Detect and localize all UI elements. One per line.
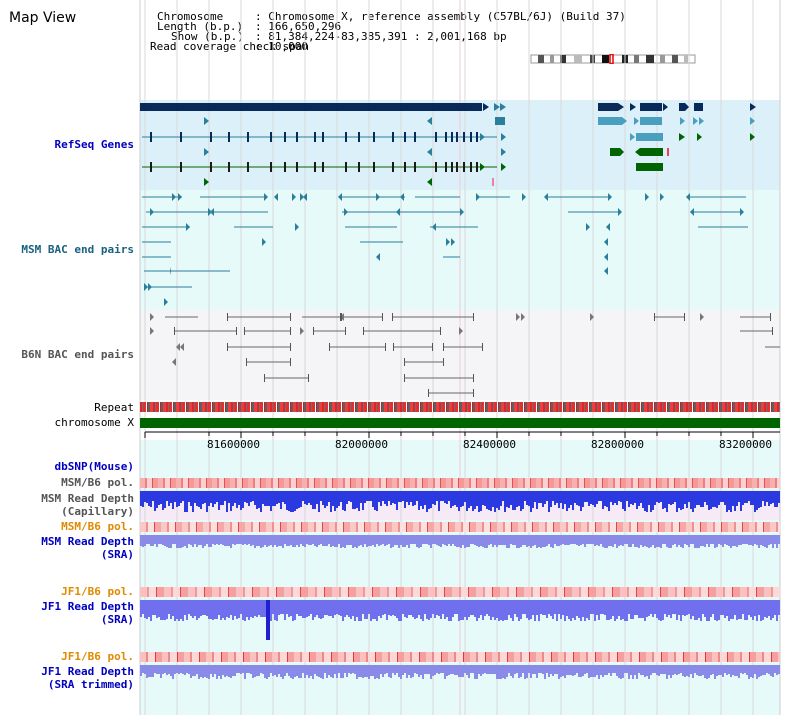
axis-tick-label: 82000000 <box>335 438 388 451</box>
jf1-b6-pol-strip[interactable] <box>140 587 780 597</box>
track-label-chromosome[interactable]: chromosome X <box>54 416 134 429</box>
track-label-jf1-b6-pol-1[interactable]: JF1/B6 pol. <box>61 585 134 598</box>
track-label-b6n-bac[interactable]: B6N BAC end pairs <box>21 348 134 361</box>
msm-b6-pol-strip-2[interactable] <box>140 522 780 532</box>
axis-tick-label: 82400000 <box>463 438 516 451</box>
track-label-msm-rd-sra-1[interactable]: MSM Read Depth <box>41 535 134 548</box>
track-label-msm-b6-pol-2[interactable]: MSM/B6 pol. <box>61 520 134 533</box>
track-label-jf1-rd-sra-2[interactable]: (SRA) <box>100 613 134 626</box>
track-label-msm-rd-cap-2[interactable]: (Capillary) <box>61 505 134 518</box>
track-label-msm-bac[interactable]: MSM BAC end pairs <box>21 243 134 256</box>
chromosome-value: : Chromosome X, reference assembly (C57B… <box>255 10 626 23</box>
axis-tick-label: 81600000 <box>207 438 260 451</box>
chromosome-bar[interactable] <box>140 418 780 428</box>
track-label-jf1-rd-trim-1[interactable]: JF1 Read Depth <box>41 665 134 678</box>
track-label-msm-rd-sra-2[interactable]: (SRA) <box>100 548 134 561</box>
coverage-value: : 10,000 <box>255 40 308 53</box>
track-label-msm-rd-cap-1[interactable]: MSM Read Depth <box>41 492 134 505</box>
track-label-jf1-rd-sra-1[interactable]: JF1 Read Depth <box>41 600 134 613</box>
axis-tick-label: 83200000 <box>719 438 772 451</box>
show-label: Show (b.p.) <box>171 30 244 43</box>
coverage-label: Read coverage check span <box>150 40 309 53</box>
track-label-repeat[interactable]: Repeat <box>94 401 134 414</box>
track-label-dbsnp[interactable]: dbSNP(Mouse) <box>54 460 134 473</box>
jf1-b6-pol-strip-2[interactable] <box>140 652 780 662</box>
chromosome-label: Chromosome <box>157 10 224 23</box>
track-label-refseq[interactable]: RefSeq Genes <box>54 138 134 151</box>
page-title: Map View <box>9 10 77 26</box>
msm-b6-pol-strip[interactable] <box>140 478 780 488</box>
show-value: : 81,384,224-83,385,391 : 2,001,168 bp <box>255 30 507 43</box>
track-label-jf1-rd-trim-2[interactable]: (SRA trimmed) <box>47 678 134 691</box>
axis-tick-label: 82800000 <box>591 438 644 451</box>
track-label-jf1-b6-pol-2[interactable]: JF1/B6 pol. <box>61 650 134 663</box>
track-label-msm-b6-pol-1[interactable]: MSM/B6 pol. <box>61 476 134 489</box>
repeat-track[interactable] <box>140 402 780 412</box>
